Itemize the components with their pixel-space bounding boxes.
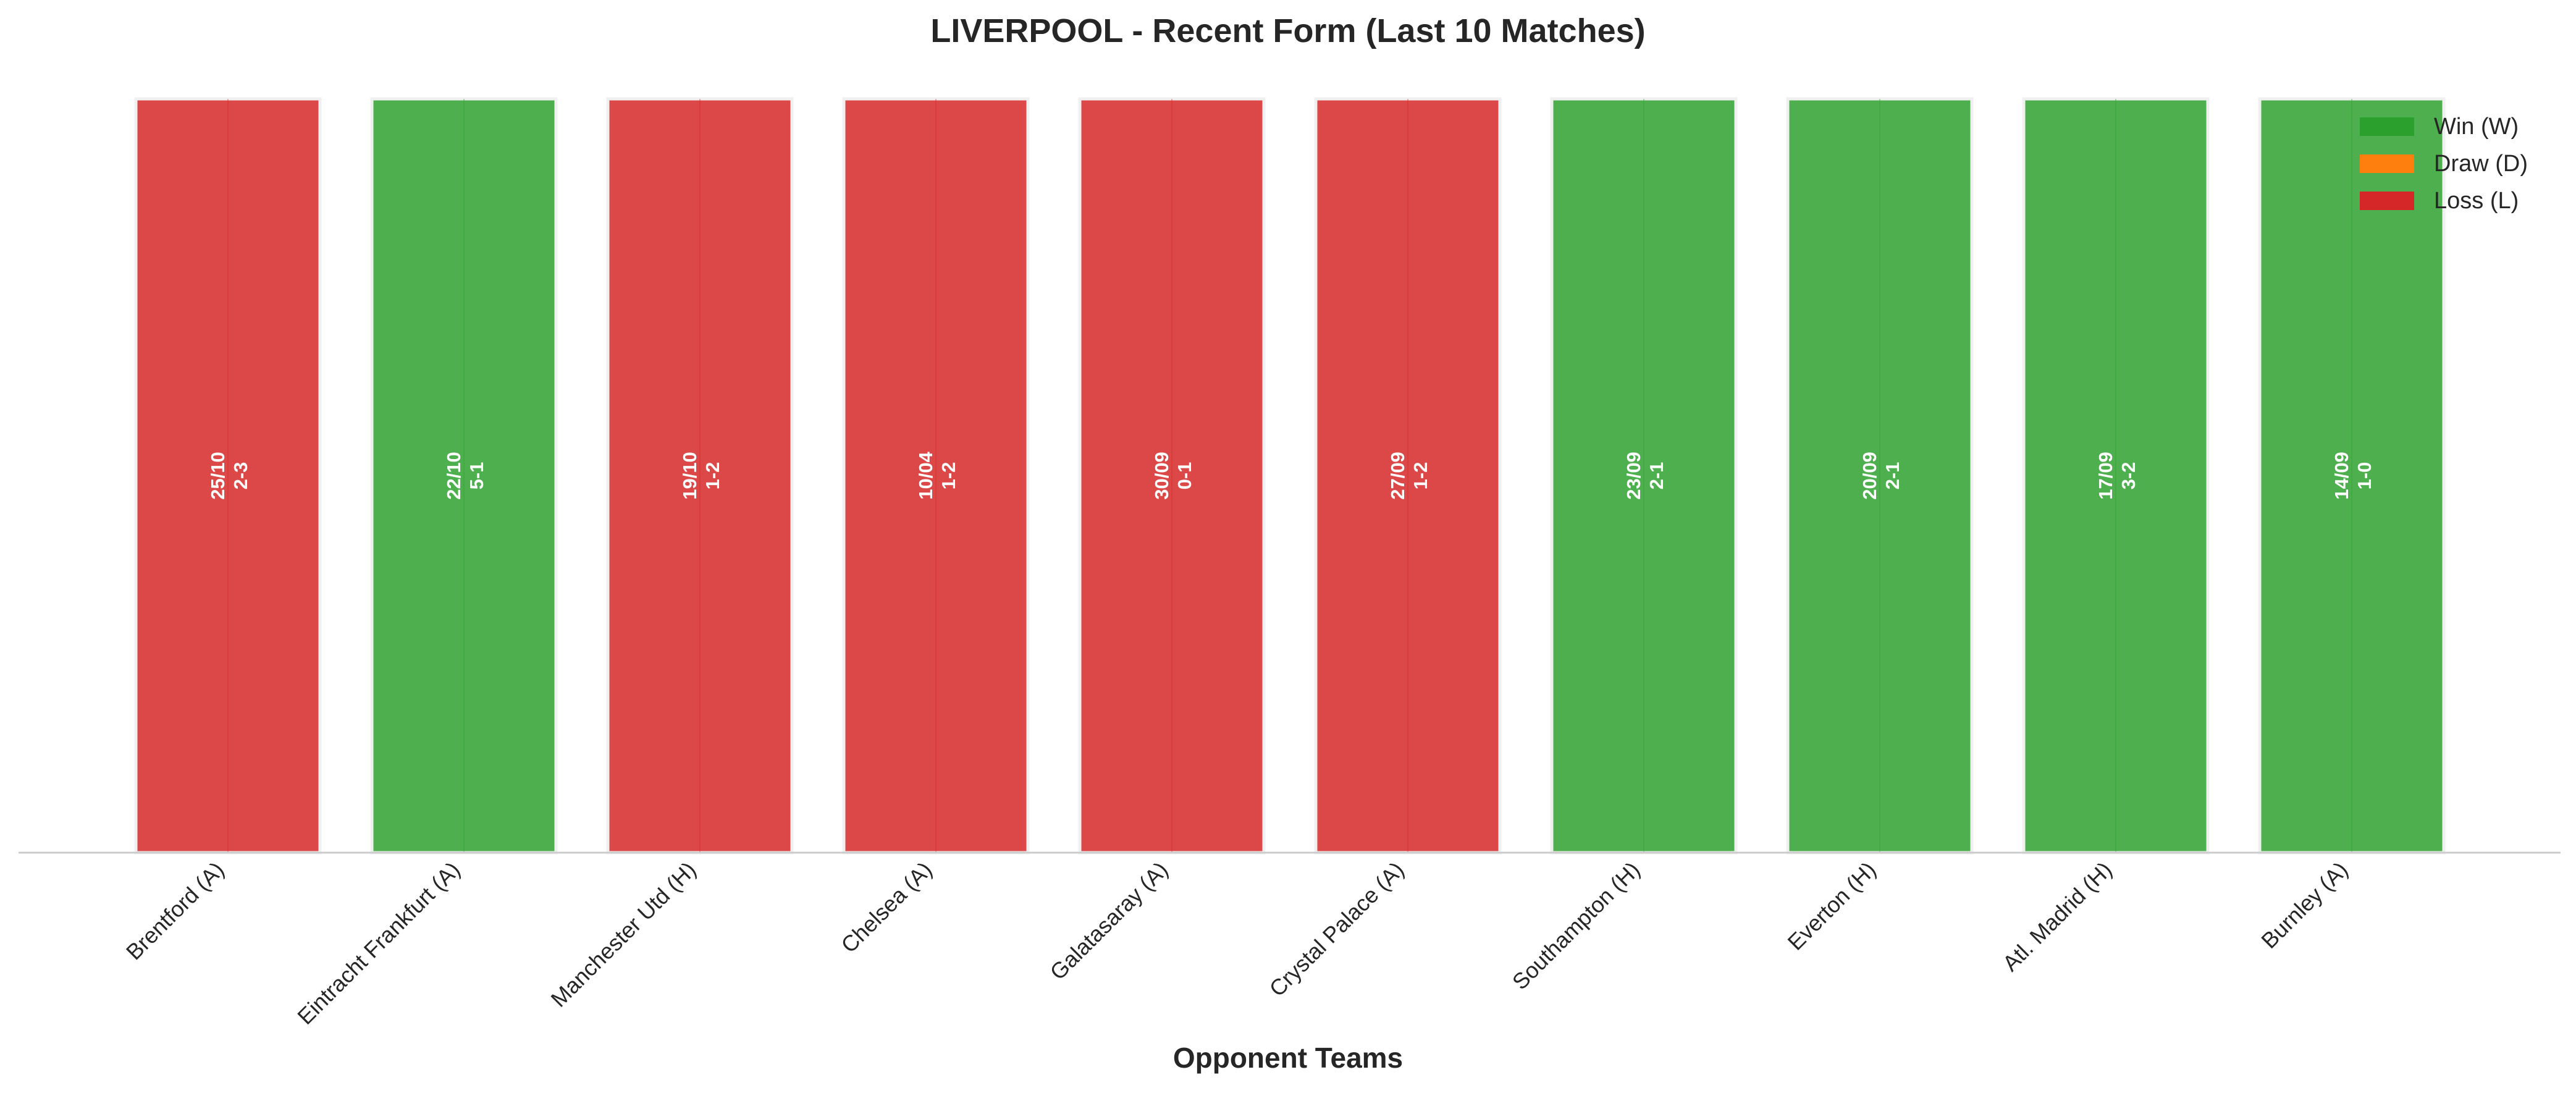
legend-label-w: Win (W) bbox=[2434, 114, 2519, 140]
match-date: 14/09 bbox=[2331, 452, 2352, 500]
bar-data-label: 27/091-2 bbox=[1387, 452, 1431, 500]
chart-title: LIVERPOOL - Recent Form (Last 10 Matches… bbox=[930, 12, 1645, 49]
legend-swatch-l bbox=[2360, 192, 2414, 210]
bar-7 bbox=[1786, 97, 1974, 855]
match-score: 1-2 bbox=[1410, 462, 1431, 490]
bar-0 bbox=[134, 97, 322, 855]
bar-data-label: 22/105-1 bbox=[443, 452, 487, 500]
match-score: 1-2 bbox=[702, 462, 723, 490]
match-date: 23/09 bbox=[1623, 452, 1644, 500]
match-date: 20/09 bbox=[1859, 452, 1880, 500]
bar-9 bbox=[2258, 97, 2446, 855]
match-date: 25/10 bbox=[207, 452, 229, 500]
match-score: 2-1 bbox=[1882, 462, 1903, 490]
match-score: 2-1 bbox=[1646, 462, 1667, 490]
match-date: 30/09 bbox=[1151, 452, 1172, 500]
bar-8 bbox=[2022, 97, 2210, 855]
bar-2 bbox=[606, 97, 794, 855]
match-date: 19/10 bbox=[679, 452, 701, 500]
match-score: 0-1 bbox=[1174, 462, 1195, 490]
match-date: 27/09 bbox=[1387, 452, 1408, 500]
match-date: 22/10 bbox=[443, 452, 465, 500]
legend-label-l: Loss (L) bbox=[2434, 188, 2519, 214]
bar-data-label: 30/090-1 bbox=[1151, 452, 1195, 500]
legend-swatch-d bbox=[2360, 154, 2414, 173]
match-score: 1-2 bbox=[938, 462, 959, 490]
bar-data-label: 20/092-1 bbox=[1859, 452, 1903, 500]
bar-3 bbox=[842, 97, 1030, 855]
bar-data-label: 14/091-0 bbox=[2331, 452, 2375, 500]
x-axis-label: Opponent Teams bbox=[1173, 1042, 1403, 1074]
legend-label-d: Draw (D) bbox=[2434, 151, 2528, 177]
bars-group: 25/102-3 22/105-1 19/101-2 10/041-2 30/090-1… bbox=[134, 97, 2446, 855]
bar-data-label: 17/093-2 bbox=[2095, 452, 2139, 500]
bar-data-label: 25/102-3 bbox=[207, 452, 251, 500]
match-score: 1-0 bbox=[2354, 462, 2375, 490]
bar-4 bbox=[1078, 97, 1266, 855]
bar-5 bbox=[1314, 97, 1502, 855]
match-date: 17/09 bbox=[2095, 452, 2116, 500]
match-score: 3-2 bbox=[2118, 462, 2139, 490]
legend-swatch-w bbox=[2360, 117, 2414, 136]
match-score: 2-3 bbox=[230, 462, 251, 490]
match-date: 10/04 bbox=[915, 451, 937, 499]
bar-data-label: 19/101-2 bbox=[679, 452, 723, 500]
bar-1 bbox=[370, 97, 558, 855]
bar-data-label: 23/092-1 bbox=[1623, 452, 1667, 500]
bar-data-label: 10/041-2 bbox=[915, 451, 959, 499]
match-score: 5-1 bbox=[466, 462, 487, 490]
legend: Win (W) Draw (D) Loss (L) bbox=[2360, 114, 2528, 214]
bar-6 bbox=[1550, 97, 1738, 855]
